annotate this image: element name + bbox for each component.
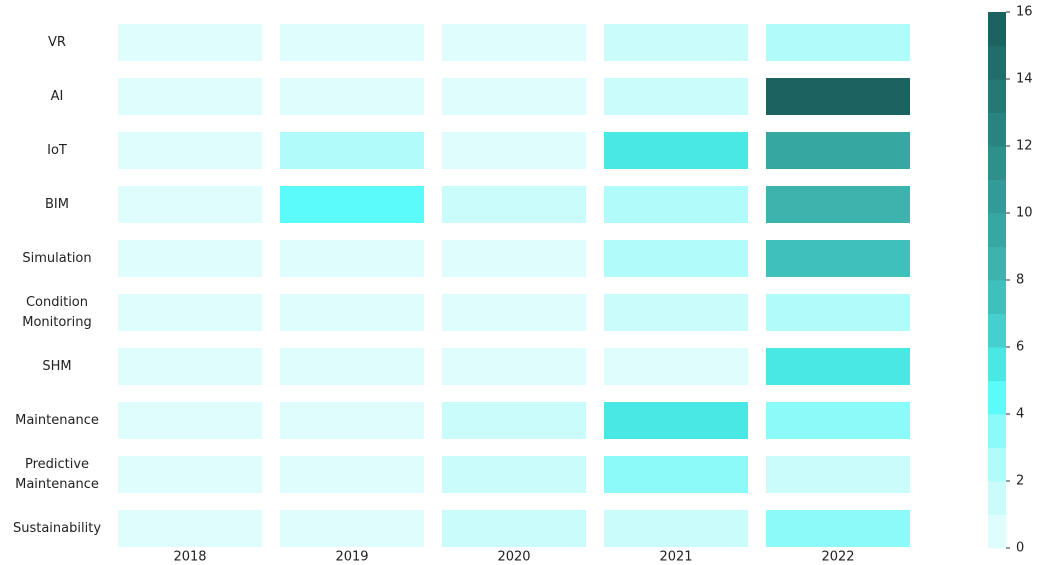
colorbar-band (988, 79, 1006, 113)
heatmap-cell (766, 510, 910, 547)
heatmap-cell (118, 240, 262, 277)
heatmap-cell (280, 510, 424, 547)
colorbar-tick-label: 4 (1016, 407, 1024, 422)
colorbar-band (988, 380, 1006, 415)
row-label: SHM (42, 358, 72, 374)
row-label: AI (50, 88, 64, 104)
heatmap-cell (118, 510, 262, 547)
heatmap-cell (442, 132, 586, 169)
heatmap-cell (442, 294, 586, 331)
colorbar-band (988, 414, 1006, 448)
colorbar-band (988, 347, 1006, 381)
heatmap-cell (766, 24, 910, 61)
heatmap-cell (604, 24, 748, 61)
colorbar-band (988, 45, 1006, 80)
colorbar-tick-label: 8 (1016, 273, 1024, 288)
heatmap-cell (604, 78, 748, 115)
heatmap-cell (766, 294, 910, 331)
row-label: Condition Monitoring (22, 294, 92, 330)
x-tick-label: 2022 (821, 550, 854, 565)
heatmap-cell (442, 402, 586, 439)
heatmap-cell (280, 456, 424, 493)
heatmap-cell (280, 132, 424, 169)
heatmap-cell (604, 348, 748, 385)
row-label: VR (48, 34, 66, 50)
colorbar-band (988, 280, 1006, 314)
heatmap-cell (442, 240, 586, 277)
row-label: Simulation (22, 250, 92, 266)
colorbar-band (988, 12, 1006, 46)
colorbar-tick-label: 2 (1016, 474, 1024, 489)
x-tick-label: 2018 (173, 550, 206, 565)
heatmap-cell (118, 348, 262, 385)
heatmap-cell (280, 348, 424, 385)
heatmap-cell (442, 24, 586, 61)
colorbar-tick-label: 16 (1016, 5, 1033, 20)
colorbar-band (988, 179, 1006, 214)
heatmap-cell (766, 456, 910, 493)
heatmap-cell (766, 402, 910, 439)
colorbar-tick-label: 6 (1016, 340, 1024, 355)
colorbar-band (988, 514, 1006, 549)
heatmap-cell (604, 456, 748, 493)
x-tick-label: 2020 (497, 550, 530, 565)
colorbar-tick-label: 14 (1016, 72, 1033, 87)
row-label: IoT (47, 142, 67, 158)
heatmap-cell (280, 78, 424, 115)
heatmap-cell (118, 78, 262, 115)
heatmap-cell (766, 348, 910, 385)
heatmap-cell (766, 132, 910, 169)
heatmap-cell (280, 294, 424, 331)
heatmap-cell (604, 240, 748, 277)
row-label: Maintenance (15, 412, 99, 428)
heatmap-cell (118, 132, 262, 169)
row-label: BIM (45, 196, 69, 212)
row-label: Sustainability (12, 520, 102, 536)
heatmap-cell (280, 240, 424, 277)
x-tick-label: 2021 (659, 550, 692, 565)
colorbar-band (988, 146, 1006, 180)
heatmap-cell (442, 348, 586, 385)
heatmap-cell (280, 402, 424, 439)
colorbar-band (988, 246, 1006, 281)
colorbar-band (988, 447, 1006, 482)
heatmap-cell (118, 24, 262, 61)
heatmap-cell (766, 78, 910, 115)
heatmap-cell (604, 132, 748, 169)
heatmap-cell (118, 402, 262, 439)
heatmap-cell (442, 186, 586, 223)
heatmap-cell (442, 456, 586, 493)
heatmap-cell (442, 510, 586, 547)
heatmap-cell (604, 294, 748, 331)
heatmap-cell (766, 240, 910, 277)
colorbar-band (988, 481, 1006, 515)
heatmap-cell (118, 456, 262, 493)
colorbar-tick-label: 12 (1016, 139, 1033, 154)
colorbar-tick-label: 10 (1016, 206, 1033, 221)
x-tick-label: 2019 (335, 550, 368, 565)
colorbar-tick-label: 0 (1016, 541, 1024, 556)
heatmap-cell (280, 186, 424, 223)
row-label: Predictive Maintenance (15, 456, 99, 492)
heatmap-cell (442, 78, 586, 115)
heatmap-cell (604, 510, 748, 547)
heatmap-cell (118, 186, 262, 223)
heatmap-cell (766, 186, 910, 223)
heatmap-cell (604, 402, 748, 439)
colorbar-band (988, 313, 1006, 348)
heatmap-cell (118, 294, 262, 331)
colorbar-band (988, 112, 1006, 147)
colorbar-band (988, 213, 1006, 247)
heatmap-cell (280, 24, 424, 61)
heatmap-cell (604, 186, 748, 223)
